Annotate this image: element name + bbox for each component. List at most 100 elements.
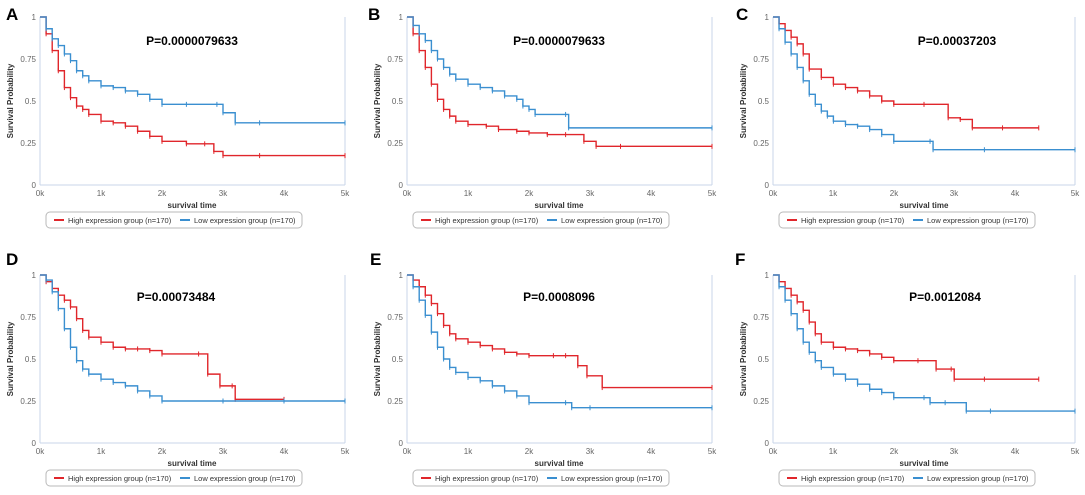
x-tick-label: 3k (950, 447, 959, 456)
x-tick-label: 2k (525, 189, 534, 198)
x-tick-label: 4k (280, 447, 289, 456)
y-tick-label: 0.5 (392, 97, 404, 106)
legend-label-low: Low expression group (n=170) (927, 474, 1029, 483)
x-tick-label: 1k (464, 447, 473, 456)
y-tick-label: 0.5 (25, 97, 37, 106)
x-tick-label: 2k (890, 447, 899, 456)
p-value: P=0.00037203 (918, 34, 997, 48)
x-tick-label: 3k (950, 189, 959, 198)
km-chart: 1 0.75 0.5 0.25 0 0k 1k 2k 3k 4k 5k Surv… (6, 13, 350, 229)
series-layer (40, 274, 346, 404)
panel-label: D (6, 250, 19, 269)
x-axis-label: survival time (900, 201, 949, 210)
y-tick-label: 0.25 (753, 139, 769, 148)
panel-label: A (6, 5, 19, 24)
y-tick-label: 0.75 (753, 313, 769, 322)
p-value: P=0.00073484 (137, 290, 216, 304)
series-layer (407, 274, 713, 411)
km-chart: 1 0.75 0.5 0.25 0 0k 1k 2k 3k 4k 5k Surv… (739, 13, 1080, 229)
y-tick-label: 0.75 (387, 313, 403, 322)
x-tick-label: 0k (769, 189, 778, 198)
y-tick-label: 0 (399, 181, 404, 190)
y-tick-label: 0.5 (758, 355, 770, 364)
y-tick-label: 0 (765, 181, 770, 190)
y-tick-label: 0.25 (387, 397, 403, 406)
p-value: P=0.0000079633 (513, 34, 605, 48)
legend-label-high: High expression group (n=170) (435, 216, 539, 225)
y-tick-label: 0.25 (387, 139, 403, 148)
p-value: P=0.0012084 (909, 290, 981, 304)
x-tick-label: 4k (1011, 447, 1020, 456)
x-tick-label: 0k (403, 447, 412, 456)
y-tick-label: 0.75 (20, 55, 36, 64)
x-tick-label: 3k (586, 447, 595, 456)
y-tick-label: 0.75 (20, 313, 36, 322)
legend-label-low: Low expression group (n=170) (561, 474, 663, 483)
y-tick-label: 0 (399, 439, 404, 448)
x-tick-label: 4k (647, 447, 656, 456)
x-tick-label: 5k (341, 447, 350, 456)
legend-box (45, 211, 303, 229)
x-tick-label: 5k (708, 189, 717, 198)
series-layer (773, 16, 1076, 153)
x-tick-label: 2k (890, 189, 899, 198)
panel-label: B (368, 5, 381, 24)
panel-label: C (736, 5, 749, 24)
legend-label-high: High expression group (n=170) (68, 216, 172, 225)
x-tick-label: 3k (219, 189, 228, 198)
p-value: P=0.0008096 (523, 290, 595, 304)
legend-box (45, 469, 303, 487)
legend-label-low: Low expression group (n=170) (194, 474, 296, 483)
x-tick-label: 1k (97, 447, 106, 456)
low-expression-curve (40, 16, 345, 124)
x-tick-label: 1k (97, 189, 106, 198)
x-axis-label: survival time (535, 201, 584, 210)
km-chart: 1 0.75 0.5 0.25 0 0k 1k 2k 3k 4k 5k Surv… (373, 271, 717, 487)
high-expression-curve (40, 16, 345, 157)
km-chart: 1 0.75 0.5 0.25 0 0k 1k 2k 3k 4k 5k Surv… (739, 271, 1080, 487)
km-chart: 1 0.75 0.5 0.25 0 0k 1k 2k 3k 4k 5k Surv… (373, 13, 717, 229)
y-tick-label: 1 (765, 13, 770, 22)
legend-box (778, 469, 1036, 487)
y-tick-label: 1 (399, 13, 404, 22)
x-tick-label: 1k (829, 447, 838, 456)
y-axis-label: Survival Probability (6, 63, 15, 138)
y-tick-label: 0.75 (753, 55, 769, 64)
x-tick-label: 1k (829, 189, 838, 198)
legend-label-low: Low expression group (n=170) (561, 216, 663, 225)
panel-label: E (370, 250, 382, 269)
x-axis-label: survival time (168, 201, 217, 210)
x-tick-label: 5k (341, 189, 350, 198)
low-expression-curve (407, 274, 712, 409)
y-tick-label: 0 (32, 439, 37, 448)
legend-box (778, 211, 1036, 229)
x-tick-label: 1k (464, 189, 473, 198)
legend-label-low: Low expression group (n=170) (194, 216, 296, 225)
p-value: P=0.0000079633 (146, 34, 238, 48)
y-tick-label: 1 (32, 13, 37, 22)
x-tick-label: 4k (280, 189, 289, 198)
x-tick-label: 2k (525, 447, 534, 456)
legend-label-high: High expression group (n=170) (68, 474, 172, 483)
x-tick-label: 5k (1071, 447, 1080, 456)
x-tick-label: 0k (769, 447, 778, 456)
series-layer (40, 16, 346, 159)
x-tick-label: 4k (647, 189, 656, 198)
legend-box (412, 469, 670, 487)
y-axis-label: Survival Probability (373, 321, 382, 396)
series-layer (773, 274, 1076, 414)
legend-label-high: High expression group (n=170) (435, 474, 539, 483)
y-axis-label: Survival Probability (373, 63, 382, 138)
legend-label-high: High expression group (n=170) (801, 216, 905, 225)
y-axis-label: Survival Probability (739, 321, 748, 396)
legend-label-low: Low expression group (n=170) (927, 216, 1029, 225)
km-chart: 1 0.75 0.5 0.25 0 0k 1k 2k 3k 4k 5k Surv… (6, 271, 350, 487)
x-axis-label: survival time (168, 459, 217, 468)
x-tick-label: 4k (1011, 189, 1020, 198)
series-layer (407, 16, 713, 149)
y-tick-label: 0 (32, 181, 37, 190)
panel-label: F (735, 250, 746, 269)
high-expression-curve (407, 274, 712, 389)
x-tick-label: 3k (586, 189, 595, 198)
y-tick-label: 0.5 (25, 355, 37, 364)
